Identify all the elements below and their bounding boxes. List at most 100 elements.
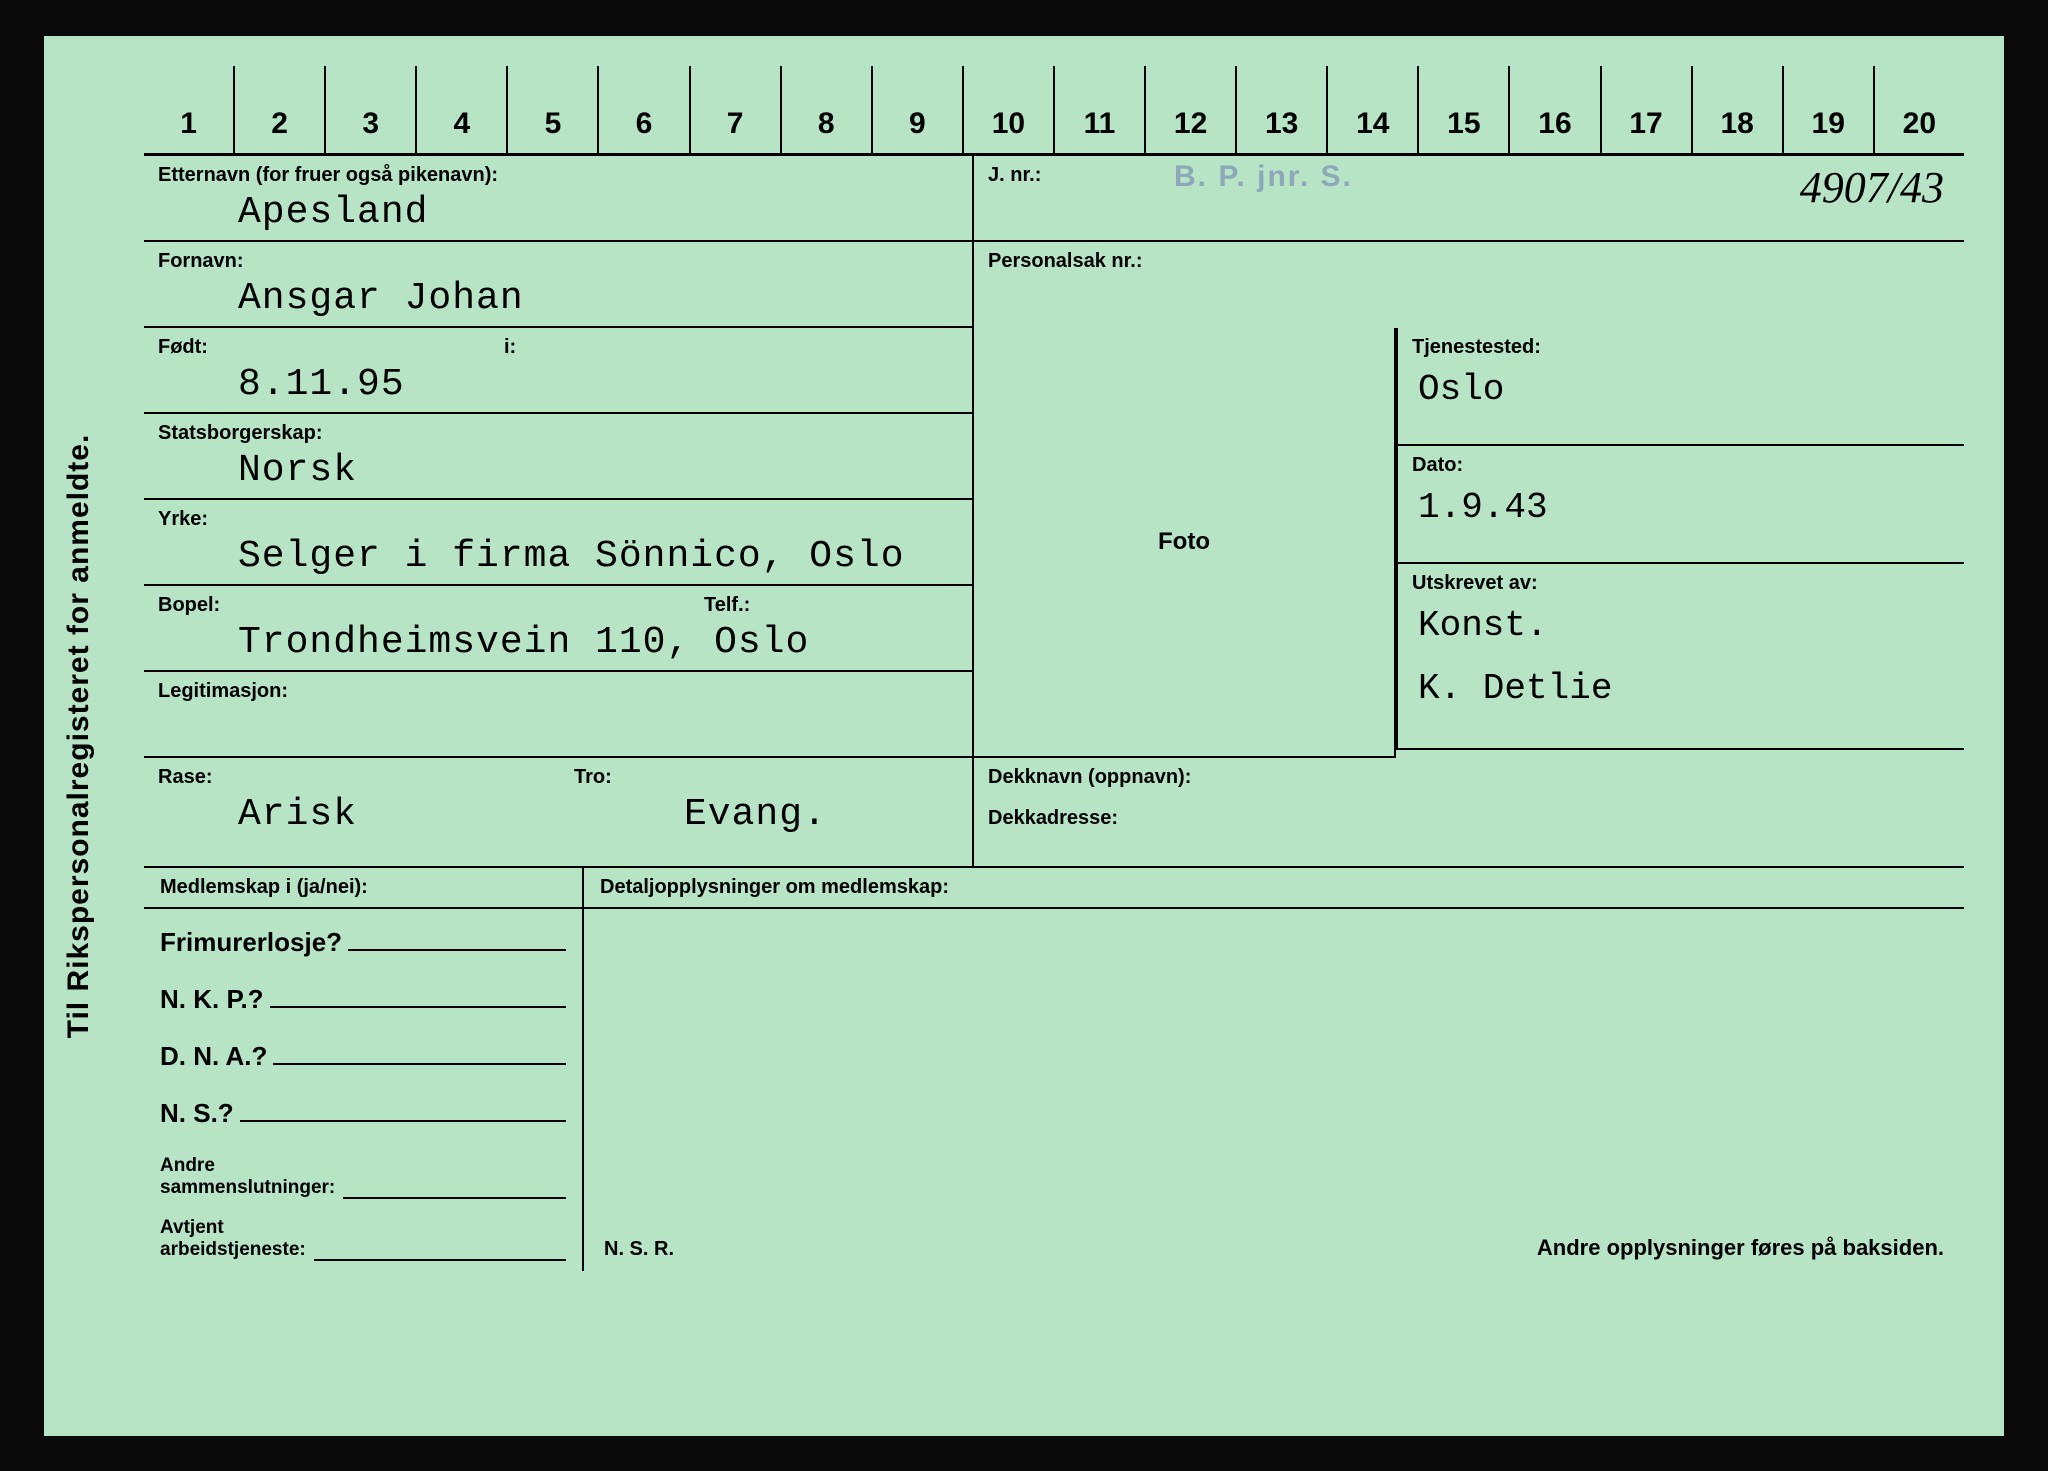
field-yrke: Yrke: Selger i firma Sönnico, Oslo [144, 500, 972, 586]
ruler-cell: 20 [1873, 66, 1964, 153]
label-statsb: Statsborgerskap: [158, 422, 958, 445]
top-ruler: 1 2 3 4 5 6 7 8 9 10 11 12 13 14 15 16 1… [144, 66, 1964, 156]
label-yrke: Yrke: [158, 508, 958, 531]
ruler-cell: 10 [962, 66, 1053, 153]
left-stack: Født: i: 8.11.95 Statsborgerskap: Norsk … [144, 328, 974, 758]
field-rase-tro: Rase: Tro: Arisk Evang. [144, 758, 974, 868]
membership-avtjent: Avtjent arbeidstjeneste: [160, 1217, 566, 1261]
value-etternavn: Apesland [158, 191, 428, 234]
value-utskrevet1: Konst. [1412, 599, 1950, 646]
field-jnr: J. nr.: B. P. jnr. S. 4907/43 [974, 156, 1964, 242]
membership-q: Frimurerlosje? [160, 927, 342, 958]
value-utskrevet2: K. Detlie [1412, 662, 1950, 709]
membership-block: Medlemskap i (ja/nei): Frimurerlosje? N.… [144, 868, 1964, 1271]
label-foto: Foto [1158, 528, 1210, 556]
value-fornavn: Ansgar Johan [158, 277, 524, 320]
ruler-cell: 18 [1691, 66, 1782, 153]
label-utskrevet: Utskrevet av: [1412, 572, 1950, 595]
membership-andre: Andre sammenslutninger: [160, 1155, 566, 1199]
side-title: Til Rikspersonalregisteret for anmeldte. [62, 433, 96, 1038]
right-stack: Tjenestested: Oslo Dato: 1.9.43 Utskreve… [1394, 328, 1964, 758]
membership-q: N. K. P.? [160, 984, 264, 1015]
blank-line [270, 988, 566, 1008]
membership-row: Frimurerlosje? [160, 927, 566, 958]
value-yrke: Selger i firma Sönnico, Oslo [158, 535, 905, 578]
field-foto: Foto [974, 328, 1394, 758]
membership-row: N. K. P.? [160, 984, 566, 1015]
membership-row: D. N. A.? [160, 1041, 566, 1072]
label-telf: Telf.: [704, 594, 750, 617]
ruler-cell: 14 [1326, 66, 1417, 153]
ruler-cell: 3 [324, 66, 415, 153]
label-etternavn: Etternavn (for fruer også pikenavn): [158, 164, 958, 187]
field-etternavn: Etternavn (for fruer også pikenavn): Ape… [144, 156, 974, 242]
field-tjenestested: Tjenestested: Oslo [1396, 328, 1964, 446]
label-dekkadresse: Dekkadresse: [988, 807, 1950, 830]
label-fodt: Født: [158, 336, 958, 359]
blank-line [273, 1045, 566, 1065]
label-andre: Andre sammenslutninger: [160, 1155, 335, 1199]
label-membership-right: Detaljopplysninger om medlemskap: [584, 868, 1964, 909]
membership-left: Medlemskap i (ja/nei): Frimurerlosje? N.… [144, 868, 584, 1271]
ruler-cell: 17 [1600, 66, 1691, 153]
row-etternavn: Etternavn (for fruer også pikenavn): Ape… [144, 156, 1964, 242]
footer-note: Andre opplysninger føres på baksiden. [1537, 1235, 1944, 1261]
value-dato: 1.9.43 [1412, 481, 1950, 528]
value-statsb: Norsk [158, 449, 357, 492]
membership-q: D. N. A.? [160, 1041, 267, 1072]
label-personalsak: Personalsak nr.: [988, 250, 1950, 273]
ruler-cell: 6 [597, 66, 688, 153]
ruler-cell: 16 [1508, 66, 1599, 153]
blank-line [314, 1247, 566, 1261]
value-fodt: 8.11.95 [158, 363, 405, 406]
label-tro: Tro: [574, 766, 612, 789]
label-dato: Dato: [1412, 454, 1950, 477]
registration-card: Til Rikspersonalregisteret for anmeldte.… [44, 36, 2004, 1436]
membership-q: N. S.? [160, 1098, 234, 1129]
nsr-label: N. S. R. [604, 1238, 674, 1261]
ruler-cell: 15 [1417, 66, 1508, 153]
field-dato: Dato: 1.9.43 [1396, 446, 1964, 564]
label-avtjent: Avtjent arbeidstjeneste: [160, 1217, 306, 1261]
field-fornavn: Fornavn: Ansgar Johan [144, 242, 974, 328]
ruler-cell: 13 [1235, 66, 1326, 153]
field-fodt: Født: i: 8.11.95 [144, 328, 972, 414]
label-legit: Legitimasjon: [158, 680, 958, 703]
stamp-jnr: B. P. jnr. S. [1174, 160, 1353, 194]
ruler-cell: 2 [233, 66, 324, 153]
label-tjenestested: Tjenestested: [1412, 336, 1950, 359]
value-tjenestested: Oslo [1412, 363, 1950, 410]
ruler-cell: 5 [506, 66, 597, 153]
value-jnr-hand: 4907/43 [1800, 162, 1944, 213]
ruler-cell: 9 [871, 66, 962, 153]
membership-right: Detaljopplysninger om medlemskap: N. S. … [584, 868, 1964, 1271]
field-dekk: Dekknavn (oppnavn): Dekkadresse: [974, 758, 1964, 868]
value-rase: Arisk [158, 793, 357, 836]
ruler-cell: 11 [1053, 66, 1144, 153]
row-fornavn: Fornavn: Ansgar Johan Personalsak nr.: [144, 242, 1964, 328]
field-statsb: Statsborgerskap: Norsk [144, 414, 972, 500]
blank-line [240, 1102, 566, 1122]
label-rase: Rase: [158, 766, 958, 789]
label-dekknavn: Dekknavn (oppnavn): [988, 766, 1950, 789]
value-tro: Evang. [684, 793, 827, 836]
field-legit: Legitimasjon: [144, 672, 972, 758]
ruler-cell: 12 [1144, 66, 1235, 153]
field-personalsak: Personalsak nr.: [974, 242, 1964, 328]
membership-row: N. S.? [160, 1098, 566, 1129]
mid-block: Født: i: 8.11.95 Statsborgerskap: Norsk … [144, 328, 1964, 758]
blank-line [348, 931, 566, 951]
ruler-cell: 19 [1782, 66, 1873, 153]
blank-line [343, 1185, 566, 1199]
ruler-cell: 7 [689, 66, 780, 153]
field-bopel: Bopel: Telf.: Trondheimsvein 110, Oslo [144, 586, 972, 672]
label-fornavn: Fornavn: [158, 250, 958, 273]
card-content: 1 2 3 4 5 6 7 8 9 10 11 12 13 14 15 16 1… [144, 66, 1964, 1416]
ruler-cell: 1 [144, 66, 233, 153]
label-fodt-i: i: [504, 336, 516, 359]
value-bopel: Trondheimsvein 110, Oslo [158, 621, 809, 664]
ruler-cell: 8 [780, 66, 871, 153]
ruler-cell: 4 [415, 66, 506, 153]
label-bopel: Bopel: [158, 594, 958, 617]
row-rase-dekk: Rase: Tro: Arisk Evang. Dekknavn (oppnav… [144, 758, 1964, 868]
